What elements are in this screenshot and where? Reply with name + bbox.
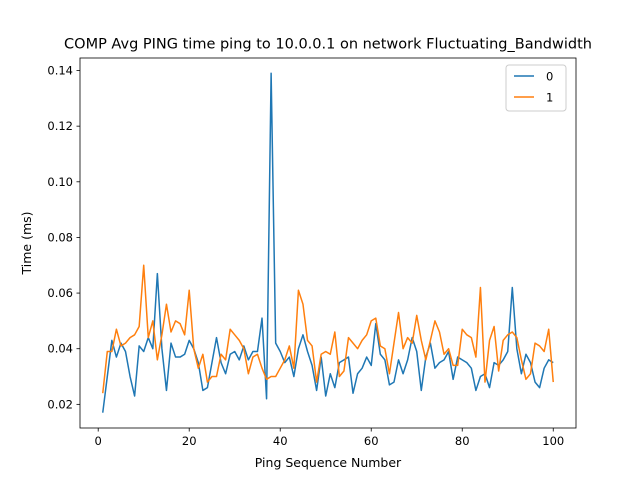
y-tick-label: 0.06 (47, 286, 73, 300)
y-tick-label: 0.04 (47, 342, 73, 356)
y-axis-label: Time (ms) (19, 211, 34, 275)
x-tick-label: 100 (542, 434, 564, 448)
y-tick-label: 0.14 (47, 64, 73, 78)
y-tick-label: 0.08 (47, 230, 73, 244)
legend-box (505, 64, 567, 112)
legend-label-1: 1 (546, 91, 553, 105)
x-tick-label: 0 (95, 434, 102, 448)
series-0-line (102, 72, 554, 413)
x-axis-label: Ping Sequence Number (255, 455, 402, 470)
x-axis: 0 20 40 60 80 100 (95, 428, 564, 448)
x-tick-label: 40 (273, 434, 288, 448)
y-tick-label: 0.12 (47, 119, 73, 133)
series-layer (102, 72, 554, 413)
series-1-line (102, 264, 554, 394)
y-tick-label: 0.02 (47, 397, 73, 411)
x-tick-label: 80 (455, 434, 470, 448)
legend-label-0: 0 (546, 70, 553, 84)
x-tick-label: 60 (364, 434, 379, 448)
legend: 01 (505, 64, 567, 112)
chart-title: COMP Avg PING time ping to 10.0.0.1 on n… (64, 37, 592, 53)
plot-area-frame (79, 57, 577, 429)
x-tick-label: 20 (182, 434, 197, 448)
y-tick-label: 0.10 (47, 175, 73, 189)
y-axis: 0.02 0.04 0.06 0.08 0.10 0.12 0.14 (47, 64, 80, 411)
